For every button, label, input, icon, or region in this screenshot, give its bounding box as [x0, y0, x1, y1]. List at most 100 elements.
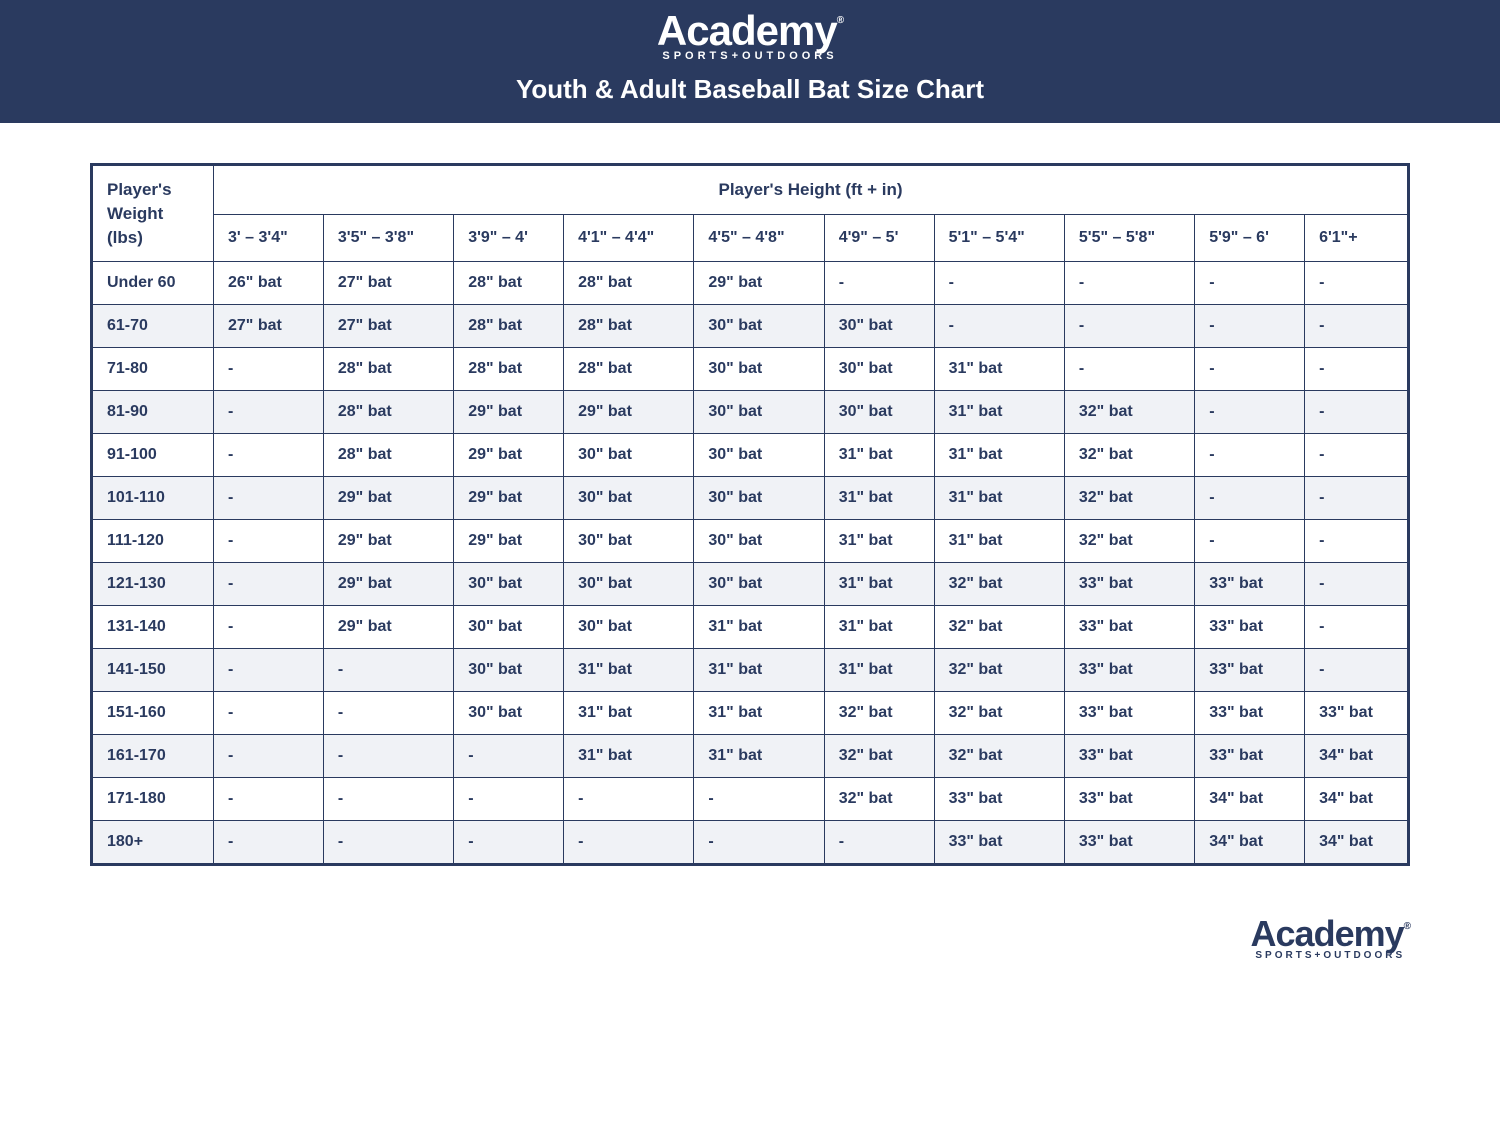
table-row: 151-160--30" bat31" bat31" bat32" bat32"… [92, 692, 1409, 735]
header-bar: Academy® SPORTS+OUTDOORS Youth & Adult B… [0, 0, 1500, 123]
cell: - [1195, 305, 1305, 348]
height-header: Player's Height (ft + in) [214, 165, 1409, 215]
cell: 31" bat [564, 692, 694, 735]
cell: 32" bat [934, 692, 1064, 735]
cell: 32" bat [1064, 434, 1194, 477]
cell: 34" bat [1195, 778, 1305, 821]
table-row: 91-100-28" bat29" bat30" bat30" bat31" b… [92, 434, 1409, 477]
row-label: 121-130 [92, 563, 214, 606]
cell: - [214, 391, 324, 434]
cell: 29" bat [323, 477, 453, 520]
cell: - [214, 563, 324, 606]
cell: - [694, 821, 824, 865]
cell: - [1195, 520, 1305, 563]
cell: - [564, 821, 694, 865]
table-body: Under 6026" bat27" bat28" bat28" bat29" … [92, 262, 1409, 865]
cell: - [824, 821, 934, 865]
cell: - [694, 778, 824, 821]
cell: - [323, 735, 453, 778]
cell: - [323, 821, 453, 865]
brand-logo-top: Academy® SPORTS+OUTDOORS [657, 10, 843, 62]
cell: - [1064, 262, 1194, 305]
cell: 30" bat [824, 348, 934, 391]
cell: 29" bat [323, 563, 453, 606]
cell: 30" bat [694, 391, 824, 434]
cell: - [824, 262, 934, 305]
cell: - [1195, 391, 1305, 434]
column-header-row: 3' – 3'4"3'5" – 3'8"3'9" – 4'4'1" – 4'4"… [92, 215, 1409, 262]
row-label: 141-150 [92, 649, 214, 692]
cell: 29" bat [454, 520, 564, 563]
cell: - [1064, 348, 1194, 391]
cell: 27" bat [323, 305, 453, 348]
col-header: 3' – 3'4" [214, 215, 324, 262]
cell: 32" bat [934, 735, 1064, 778]
cell: - [1305, 305, 1409, 348]
row-label: 131-140 [92, 606, 214, 649]
cell: 30" bat [824, 305, 934, 348]
row-label: 101-110 [92, 477, 214, 520]
cell: 28" bat [564, 262, 694, 305]
footer-brand-reg: ® [1404, 921, 1410, 932]
cell: - [934, 305, 1064, 348]
table-row: 101-110-29" bat29" bat30" bat30" bat31" … [92, 477, 1409, 520]
cell: 30" bat [694, 563, 824, 606]
cell: 34" bat [1305, 778, 1409, 821]
table-row: 71-80-28" bat28" bat28" bat30" bat30" ba… [92, 348, 1409, 391]
cell: 29" bat [323, 606, 453, 649]
cell: 32" bat [934, 649, 1064, 692]
cell: 30" bat [694, 520, 824, 563]
cell: - [1305, 606, 1409, 649]
table-row: 141-150--30" bat31" bat31" bat31" bat32"… [92, 649, 1409, 692]
cell: 33" bat [1064, 649, 1194, 692]
cell: - [1195, 477, 1305, 520]
cell: 32" bat [1064, 520, 1194, 563]
corner-l1: Player's [107, 180, 172, 199]
cell: - [1305, 348, 1409, 391]
cell: - [454, 735, 564, 778]
cell: 33" bat [1064, 778, 1194, 821]
table-row: 171-180-----32" bat33" bat33" bat34" bat… [92, 778, 1409, 821]
cell: 28" bat [323, 391, 453, 434]
cell: 30" bat [564, 434, 694, 477]
row-label: 81-90 [92, 391, 214, 434]
cell: 27" bat [323, 262, 453, 305]
cell: - [214, 692, 324, 735]
footer-brand-name: Academy® [1251, 916, 1410, 952]
table-row: 161-170---31" bat31" bat32" bat32" bat33… [92, 735, 1409, 778]
cell: 28" bat [564, 348, 694, 391]
cell: 32" bat [824, 735, 934, 778]
row-label: 91-100 [92, 434, 214, 477]
cell: 33" bat [1064, 692, 1194, 735]
corner-l3: (lbs) [107, 228, 143, 247]
cell: 31" bat [824, 563, 934, 606]
cell: 32" bat [1064, 391, 1194, 434]
cell: 30" bat [454, 563, 564, 606]
cell: - [214, 606, 324, 649]
cell: 30" bat [694, 305, 824, 348]
table-row: 121-130-29" bat30" bat30" bat30" bat31" … [92, 563, 1409, 606]
cell: 31" bat [824, 649, 934, 692]
cell: - [1305, 520, 1409, 563]
cell: - [214, 821, 324, 865]
cell: - [323, 778, 453, 821]
cell: 33" bat [1195, 649, 1305, 692]
cell: - [1305, 262, 1409, 305]
cell: 30" bat [564, 606, 694, 649]
cell: - [1305, 563, 1409, 606]
cell: - [1305, 391, 1409, 434]
cell: 29" bat [454, 477, 564, 520]
table-row: 61-7027" bat27" bat28" bat28" bat30" bat… [92, 305, 1409, 348]
cell: 30" bat [694, 477, 824, 520]
cell: - [214, 520, 324, 563]
col-header: 5'9" – 6' [1195, 215, 1305, 262]
cell: 30" bat [454, 649, 564, 692]
cell: - [323, 692, 453, 735]
row-label: 180+ [92, 821, 214, 865]
cell: - [214, 477, 324, 520]
cell: 29" bat [564, 391, 694, 434]
col-header: 3'9" – 4' [454, 215, 564, 262]
cell: 33" bat [1064, 563, 1194, 606]
cell: 32" bat [934, 563, 1064, 606]
table-container: Player's Weight (lbs) Player's Height (f… [0, 123, 1500, 886]
